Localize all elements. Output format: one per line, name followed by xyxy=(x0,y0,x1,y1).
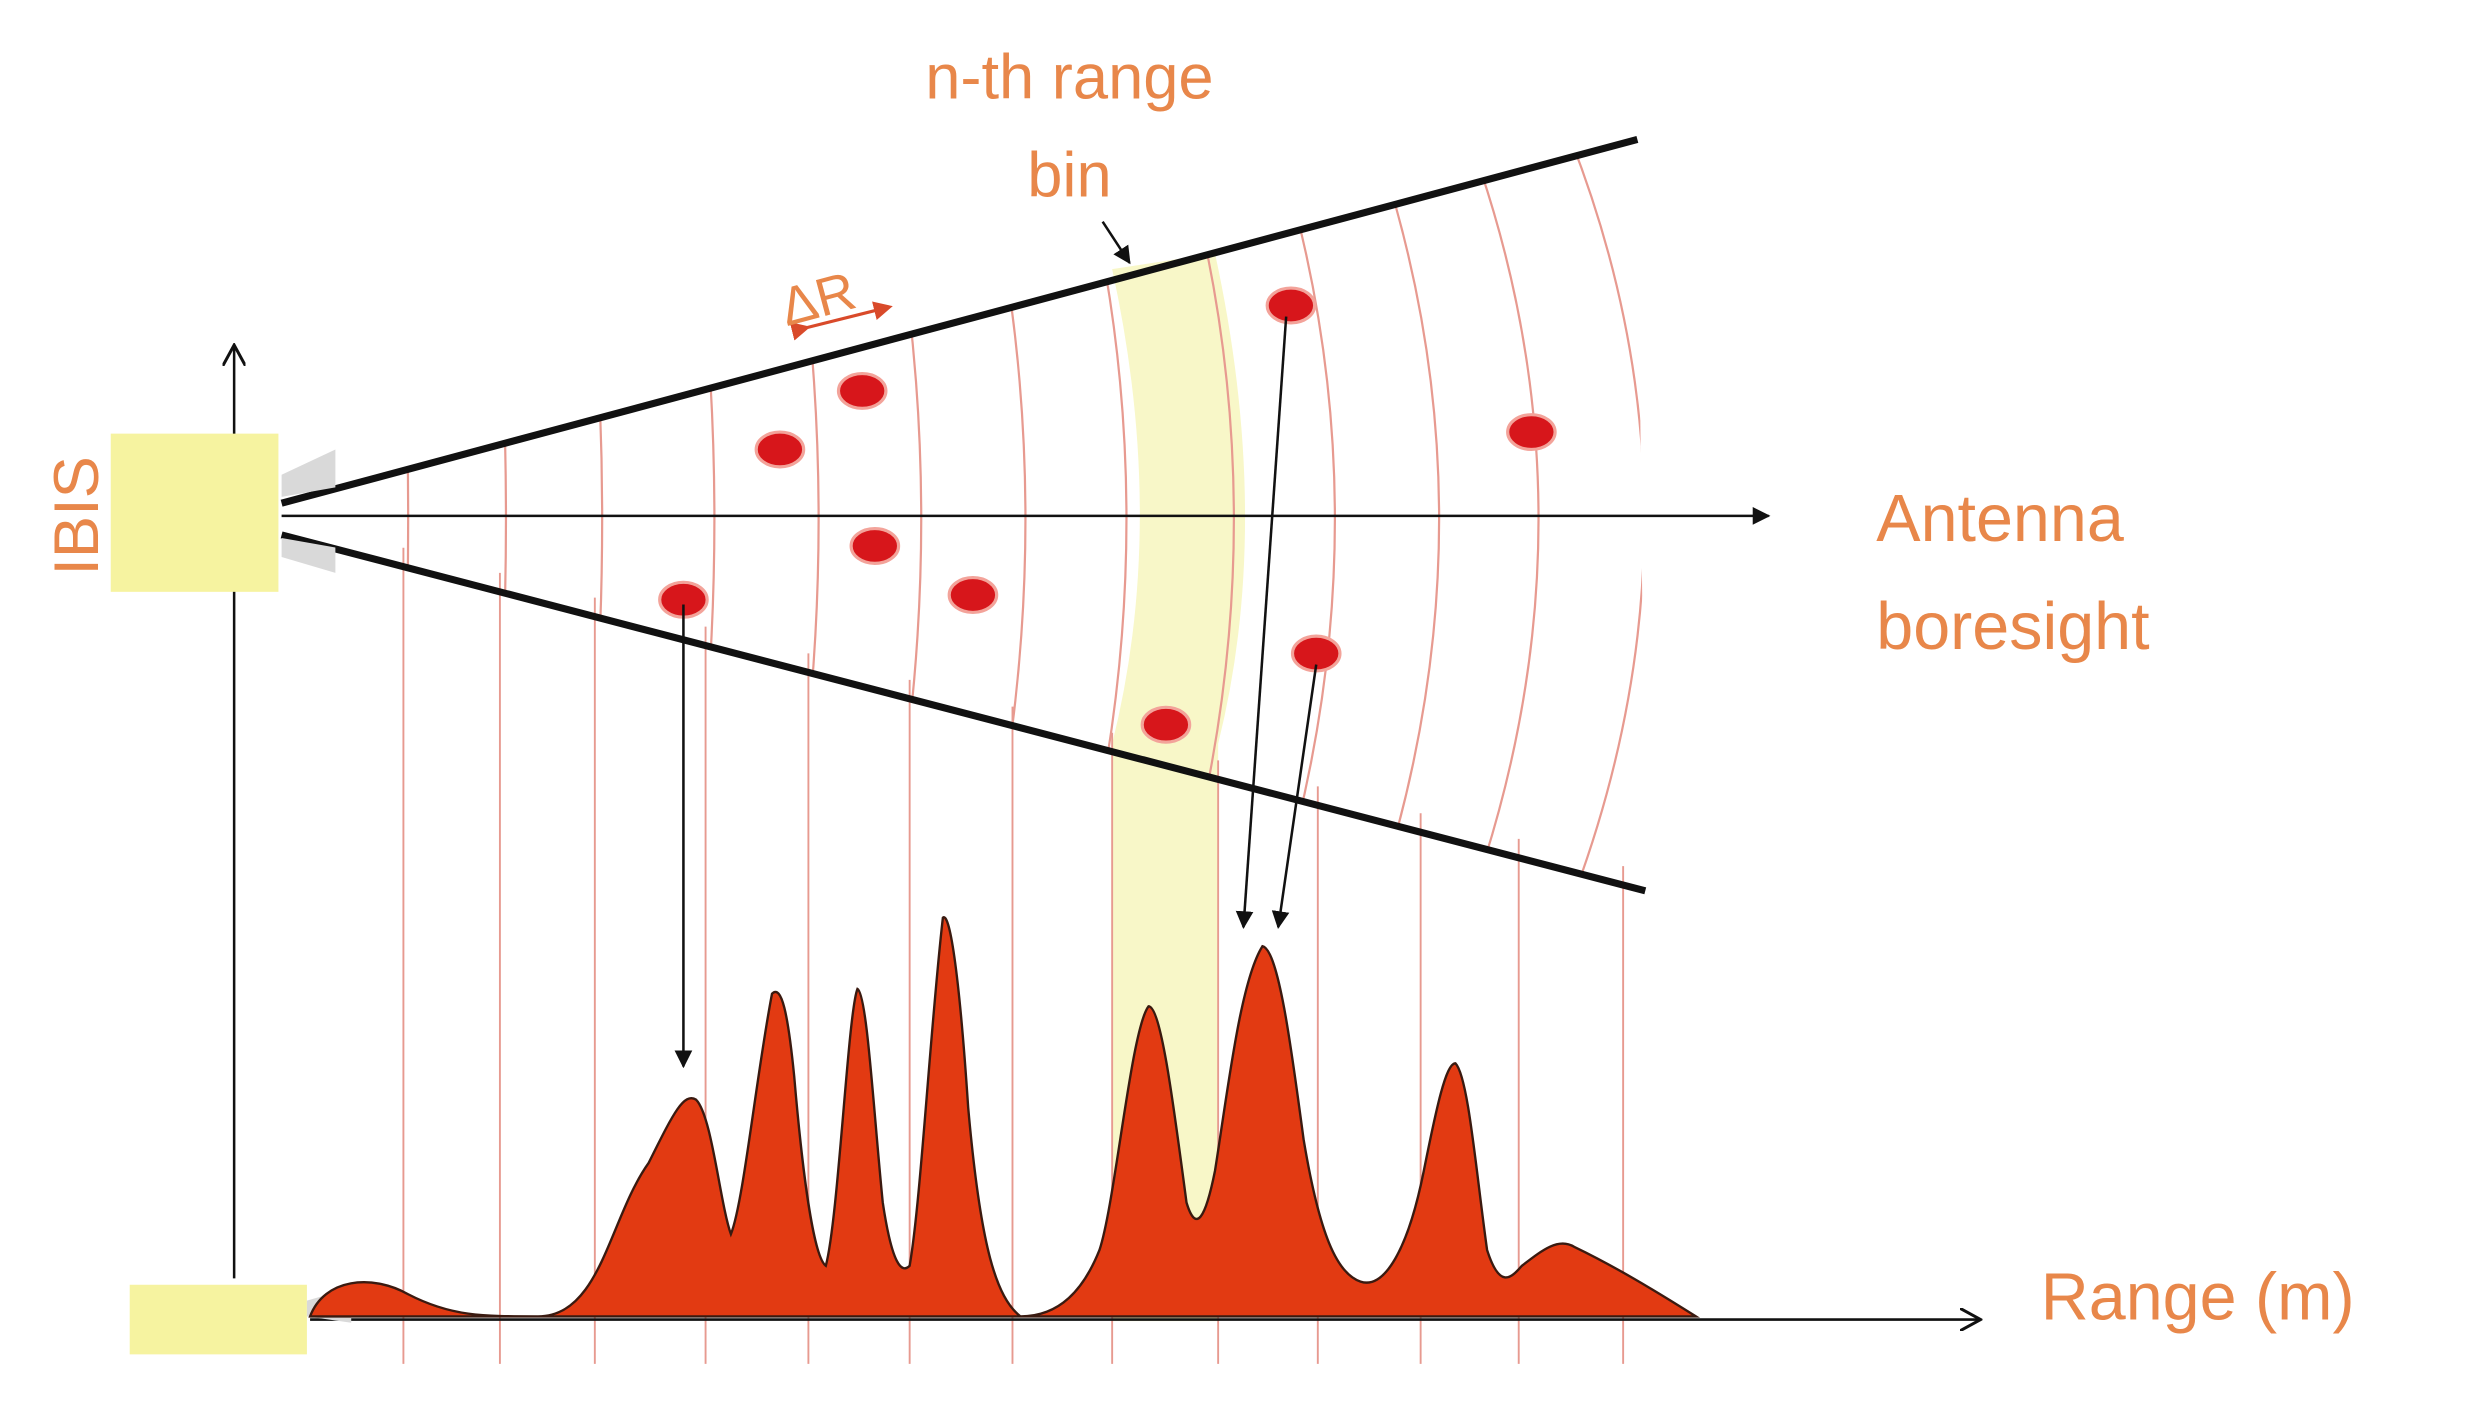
nth-range-bin-label-line2: bin xyxy=(1027,140,1111,210)
target-point xyxy=(836,371,888,410)
projection-arrow-3 xyxy=(1271,664,1318,929)
target-point xyxy=(1506,413,1557,452)
beam-upper-edge xyxy=(280,135,1639,507)
range-profile xyxy=(308,916,1701,1318)
delta-r-label: ΔR xyxy=(774,261,862,338)
antenna-boresight-label-line2: boresight xyxy=(1876,590,2149,664)
range-arcs xyxy=(386,139,1646,891)
range-arc xyxy=(968,139,1027,891)
range-arc xyxy=(675,139,716,891)
range-arc xyxy=(569,139,604,891)
ibis-sensor-box-lower xyxy=(129,1284,307,1355)
range-arc xyxy=(1451,139,1540,891)
range-axis-label: Range (m) xyxy=(2041,1261,2355,1335)
range-arc xyxy=(869,139,923,891)
antenna-boresight-label-line1: Antenna xyxy=(1876,482,2124,556)
target-point xyxy=(1265,286,1317,325)
antenna-horn-top-icon xyxy=(281,449,336,497)
range-arc xyxy=(1551,139,1646,891)
delta-r-arrow xyxy=(789,301,893,341)
range-arc xyxy=(478,139,508,891)
beam-lower-edge xyxy=(280,531,1647,895)
target-point xyxy=(1140,705,1192,744)
range-arc xyxy=(773,139,820,891)
nth-bin-pointer-arrow xyxy=(1101,220,1131,265)
target-point xyxy=(849,526,901,565)
range-arc xyxy=(386,139,410,891)
ibis-sensor-box xyxy=(110,433,279,592)
ibis-sensor-label: IBIS xyxy=(42,456,112,576)
target-point xyxy=(947,576,999,614)
target-point xyxy=(754,430,806,469)
nth-range-bin-label-line1: n-th range xyxy=(925,42,1213,112)
projection-arrow-2 xyxy=(1235,316,1288,929)
antenna-horn-bottom-icon xyxy=(281,538,336,573)
